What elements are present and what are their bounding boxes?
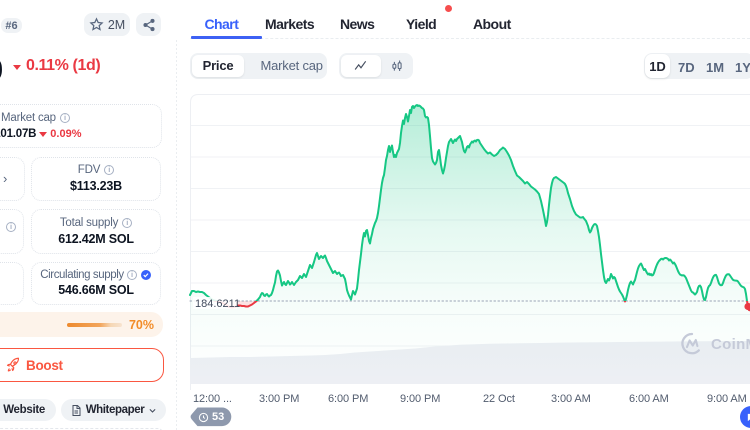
svg-text:CoinMa: CoinMa [711,336,750,353]
svg-text:184.6211: 184.6211 [195,298,240,310]
